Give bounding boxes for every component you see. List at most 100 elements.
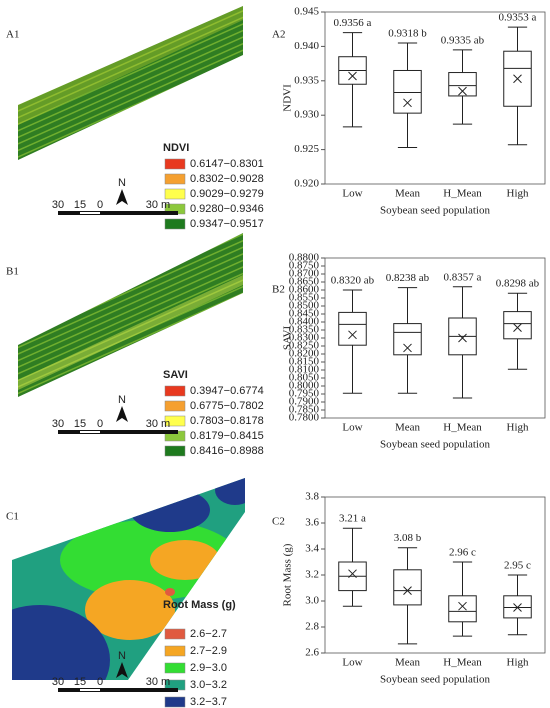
scale-label: 0: [97, 676, 103, 688]
legend-swatch: [164, 415, 186, 427]
legend-swatch: [164, 662, 186, 674]
mean-marker: [348, 569, 357, 579]
mean-marker: [513, 603, 522, 612]
scale-label: 30: [52, 676, 64, 688]
y-tick-label: 0.8800: [289, 252, 320, 264]
x-tick-label: Mean: [395, 657, 421, 669]
x-tick-label: Low: [342, 422, 362, 434]
scale-label: 30 m: [146, 676, 170, 688]
box: [448, 595, 477, 623]
y-tick-label: 3.4: [305, 543, 319, 555]
scale-label: 30 m: [146, 418, 170, 430]
mean-marker: [348, 71, 357, 81]
group-label: 0.8320 ab: [331, 275, 375, 287]
y-tick-label: 0.925: [294, 143, 319, 155]
x-tick-label: Mean: [395, 422, 421, 434]
mean-marker: [513, 74, 522, 84]
group-label: 0.8238 ab: [386, 272, 430, 284]
y-tick-label: 0.8100: [289, 364, 320, 376]
legend-label: 0.6147−0.8301: [190, 158, 264, 170]
y-tick-label: 0.7850: [289, 404, 320, 416]
legend-title: NDVI: [163, 142, 189, 154]
y-tick-label: 0.8500: [289, 300, 320, 312]
scale-bar: [80, 689, 100, 691]
savi-map: [18, 233, 243, 397]
legend-swatch: [164, 645, 186, 657]
y-tick-label: 0.8750: [289, 260, 320, 272]
panel-label: B2: [272, 284, 285, 296]
north-label: N: [118, 394, 126, 406]
y-tick-label: 2.6: [305, 647, 319, 659]
legend-label: 0.8302−0.9028: [190, 173, 264, 185]
box: [338, 311, 367, 346]
y-tick-label: 0.7800: [289, 412, 320, 424]
y-axis-label: SAVI: [282, 326, 294, 351]
x-tick-label: Low: [342, 657, 362, 669]
legend-label: 2.7−2.9: [190, 645, 227, 657]
legend-label: 2.9−3.0: [190, 662, 227, 674]
x-tick-label: High: [507, 188, 530, 200]
scale-bar: [58, 430, 178, 434]
mean-marker: [458, 601, 467, 611]
legend-swatch: [164, 696, 186, 708]
x-tick-label: H_Mean: [443, 657, 482, 669]
scale-label: 0: [97, 199, 103, 211]
y-tick-label: 0.8200: [289, 348, 320, 360]
panel-label: C2: [272, 516, 285, 528]
box: [503, 311, 532, 340]
y-tick-label: 3.8: [305, 491, 319, 503]
y-tick-label: 3.2: [305, 569, 319, 581]
north-label: N: [118, 177, 126, 189]
scale-label: 30: [52, 418, 64, 430]
x-axis-label: Soybean seed population: [380, 205, 490, 217]
mean-marker: [403, 98, 412, 108]
y-tick-label: 0.8000: [289, 380, 320, 392]
y-tick-label: 0.8300: [289, 332, 320, 344]
x-axis-label: Soybean seed population: [380, 674, 490, 686]
y-tick-label: 0.8350: [289, 324, 320, 336]
y-tick-label: 2.8: [305, 621, 319, 633]
group-label: 2.95 c: [504, 560, 531, 572]
legend-label: 0.3947−0.6774: [190, 385, 264, 397]
y-tick-label: 3.0: [305, 595, 319, 607]
y-tick-label: 0.7900: [289, 396, 320, 408]
scale-bar: [80, 212, 100, 214]
group-label: 0.8357 a: [444, 271, 482, 283]
mean-marker: [513, 323, 522, 332]
panel-label: B1: [6, 266, 19, 278]
legend-label: 3.0−3.2: [190, 679, 227, 691]
scale-label: 15: [74, 199, 86, 211]
scale-bar: [58, 211, 178, 215]
legend-swatch: [164, 158, 186, 170]
mean-marker: [458, 333, 467, 343]
panel-label: C1: [6, 511, 19, 523]
legend-swatch: [164, 188, 186, 200]
y-tick-label: 0.8650: [289, 276, 320, 288]
legend-label: 0.6775−0.7802: [190, 400, 264, 412]
y-tick-label: 0.8400: [289, 316, 320, 328]
group-label: 0.9318 b: [388, 27, 427, 39]
y-axis-label: NDVI: [282, 84, 294, 112]
legend-swatch: [164, 628, 186, 640]
y-tick-label: 0.940: [294, 40, 319, 52]
scale-bar: [80, 431, 100, 433]
group-label: 0.9353 a: [499, 12, 537, 24]
group-label: 2.96 c: [449, 547, 476, 559]
x-tick-label: Mean: [395, 188, 421, 200]
box: [393, 69, 422, 114]
legend-label: 2.6−2.7: [190, 628, 227, 640]
y-tick-label: 0.8050: [289, 372, 320, 384]
mean-marker: [403, 343, 412, 353]
legend-title: Root Mass (g): [163, 599, 236, 611]
north-arrow: [116, 662, 128, 678]
north-arrow: [116, 406, 128, 422]
x-tick-label: Low: [342, 188, 362, 200]
north-label: N: [118, 650, 126, 662]
mean-marker: [458, 86, 467, 96]
panel-label: A1: [6, 29, 19, 41]
box: [393, 569, 422, 606]
legend-label: 0.9347−0.9517: [190, 218, 264, 230]
box: [393, 323, 422, 356]
scale-label: 30 m: [146, 199, 170, 211]
y-tick-label: 0.930: [294, 109, 319, 121]
